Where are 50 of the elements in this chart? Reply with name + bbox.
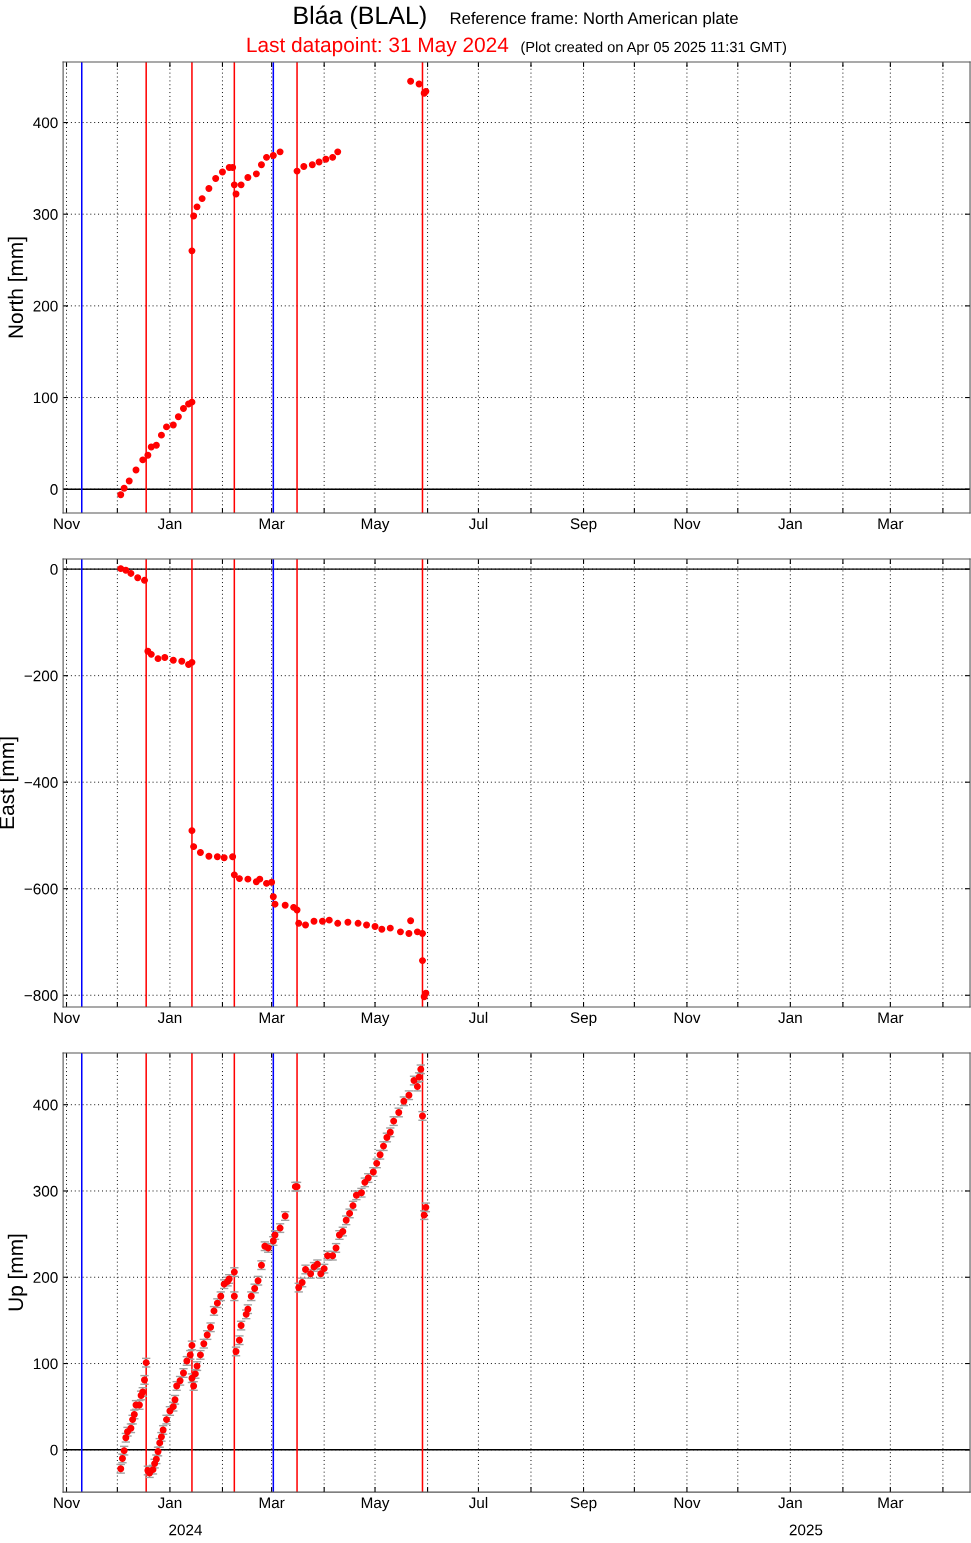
y-tick-label: 0 bbox=[50, 484, 58, 495]
x-tick-label: Nov bbox=[54, 1012, 81, 1024]
x-tick-label: Mar bbox=[878, 1012, 904, 1024]
x-tick-label: Nov bbox=[674, 1012, 701, 1024]
x-tick-label: Jan bbox=[157, 1497, 182, 1509]
x-tick-label: Jul bbox=[468, 1011, 488, 1024]
y-tick-label: −800 bbox=[24, 990, 58, 1001]
x-tick-label: Sep bbox=[570, 1497, 597, 1512]
x-tick-label: Jan bbox=[778, 518, 802, 530]
y-axis-title: Up [mm] bbox=[7, 1234, 28, 1311]
x-tick-label: Sep bbox=[570, 518, 597, 533]
y-tick-label: 0 bbox=[50, 1444, 58, 1456]
y-tick-label: −200 bbox=[24, 670, 58, 682]
x-tick-label: May bbox=[361, 1012, 390, 1027]
x-tick-label: Jan bbox=[778, 1497, 802, 1509]
y-tick-label: 400 bbox=[33, 1099, 58, 1111]
x-tick-label: Nov bbox=[54, 1497, 81, 1509]
y-tick-label: 300 bbox=[33, 1185, 58, 1197]
x-tick-label: Mar bbox=[259, 1497, 285, 1509]
text: 2025 bbox=[789, 1524, 823, 1536]
x-tick-label: Mar bbox=[878, 518, 904, 530]
text: (Plot created on Apr 05 2025 11:31 GMT) bbox=[521, 41, 786, 56]
y-tick-label: 400 bbox=[33, 117, 58, 129]
x-tick-label: Nov bbox=[54, 518, 81, 530]
x-tick-label: Jan bbox=[157, 1012, 182, 1024]
text: Last datapoint: 31 May 2024 bbox=[247, 36, 509, 57]
x-tick-label: Jul bbox=[468, 1496, 488, 1509]
x-tick-label: May bbox=[361, 1497, 390, 1512]
x-tick-label: Mar bbox=[259, 1012, 285, 1024]
y-tick-label: 100 bbox=[33, 1358, 58, 1370]
x-tick-label: Mar bbox=[259, 518, 285, 530]
x-tick-label: Mar bbox=[878, 1497, 904, 1509]
y-tick-label: 100 bbox=[33, 392, 58, 404]
x-tick-label: Nov bbox=[674, 518, 701, 530]
chart-title: Bláa (BLAL) bbox=[294, 5, 426, 30]
y-tick-label: 200 bbox=[33, 1272, 58, 1283]
x-tick-label: Sep bbox=[570, 1012, 597, 1027]
y-tick-label: 300 bbox=[33, 209, 58, 220]
y-tick-label: −600 bbox=[24, 883, 58, 895]
x-tick-label: Jul bbox=[468, 517, 488, 530]
x-tick-label: Nov bbox=[674, 1497, 701, 1509]
y-tick-label: 200 bbox=[33, 300, 58, 312]
x-tick-label: Jan bbox=[778, 1012, 802, 1024]
y-tick-label: −400 bbox=[24, 777, 58, 788]
y-axis-title: North [mm] bbox=[7, 237, 28, 338]
y-tick-label: 0 bbox=[50, 564, 58, 575]
text: 2024 bbox=[169, 1524, 203, 1536]
x-tick-label: May bbox=[361, 518, 390, 533]
chart-subtitle: Reference frame: North American plate bbox=[450, 11, 738, 28]
x-tick-label: Jan bbox=[157, 518, 182, 530]
